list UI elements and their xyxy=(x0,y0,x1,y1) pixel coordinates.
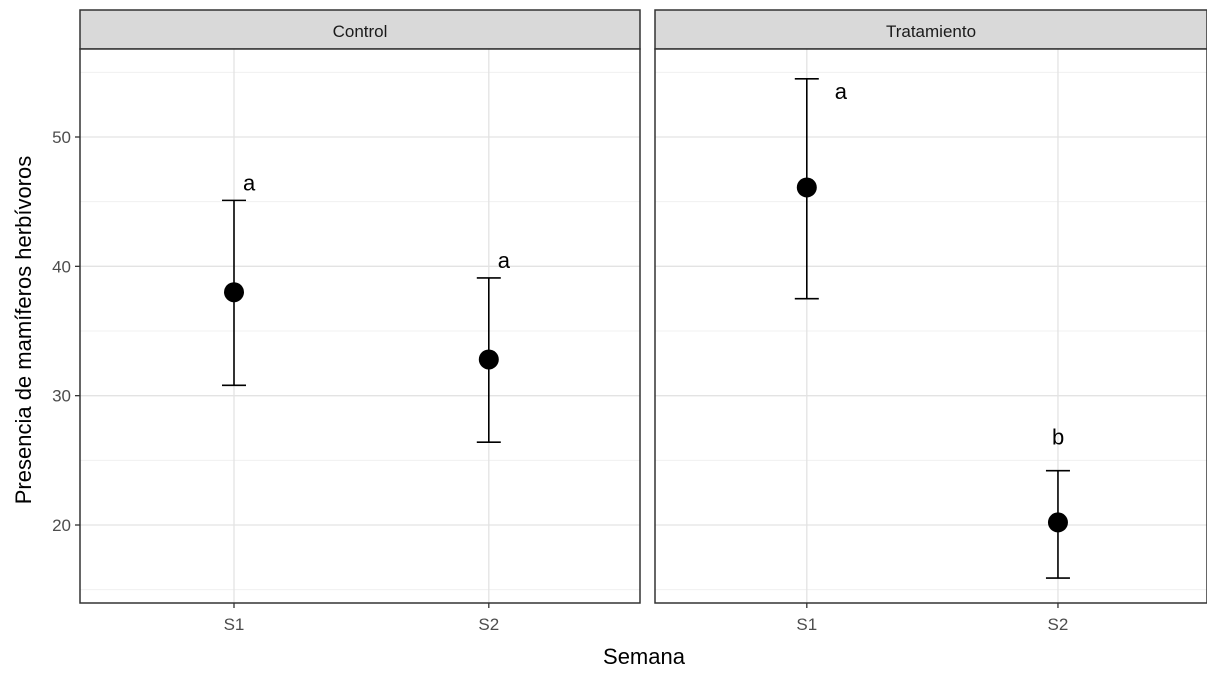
data-point xyxy=(796,177,817,198)
facet-strip-label: Control xyxy=(333,22,388,41)
panel-background xyxy=(80,49,640,603)
significance-label: a xyxy=(835,79,848,104)
y-axis-title: Presencia de mamíferos herbívoros xyxy=(11,156,36,505)
x-tick-label: S2 xyxy=(1048,615,1069,634)
significance-label: a xyxy=(243,170,256,195)
significance-label: a xyxy=(498,248,511,273)
facet-strip-label: Tratamiento xyxy=(886,22,976,41)
panel-background xyxy=(655,49,1207,603)
facet-strip xyxy=(654,9,1207,50)
y-tick-label: 40 xyxy=(52,257,71,276)
y-tick-label: 30 xyxy=(52,387,71,406)
panel-border xyxy=(79,48,641,604)
y-tick-label: 20 xyxy=(52,516,71,535)
x-tick-label: S2 xyxy=(478,615,499,634)
x-tick-label: S1 xyxy=(796,615,817,634)
significance-label: b xyxy=(1052,425,1064,450)
data-point xyxy=(1047,512,1068,533)
panel-border xyxy=(654,48,1207,604)
y-tick-label: 50 xyxy=(52,128,71,147)
facet-strip xyxy=(79,9,641,50)
x-tick-label: S1 xyxy=(224,615,245,634)
x-axis-title: Semana xyxy=(603,644,686,668)
data-point xyxy=(224,282,244,303)
data-point xyxy=(478,349,499,370)
